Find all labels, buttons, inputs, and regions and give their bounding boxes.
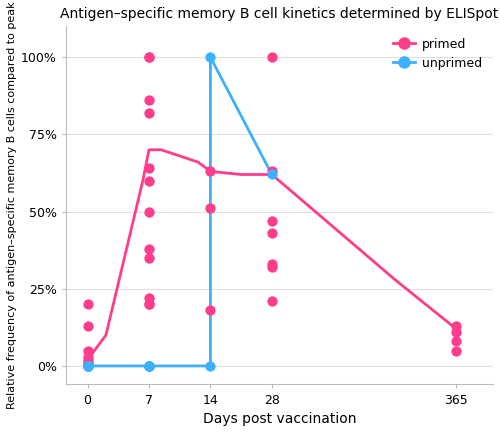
Point [84, 347, 92, 354]
Point [84, 356, 92, 363]
Point [84, 353, 92, 360]
Y-axis label: Relative frequency of antigen–specific memory B cells compared to peak: Relative frequency of antigen–specific m… [7, 2, 17, 409]
Point [84, 362, 92, 369]
Point [84, 362, 92, 369]
X-axis label: Days post vaccination: Days post vaccination [203, 412, 356, 426]
Point [452, 347, 460, 354]
Point [206, 54, 214, 61]
Title: Antigen–specific memory B cell kinetics determined by ELISpot: Antigen–specific memory B cell kinetics … [60, 7, 498, 21]
Point [145, 362, 153, 369]
Point [84, 322, 92, 329]
Point [268, 168, 276, 175]
Point [84, 362, 92, 369]
Point [268, 261, 276, 268]
Point [206, 307, 214, 314]
Point [268, 264, 276, 271]
Point [145, 177, 153, 184]
Point [452, 322, 460, 329]
Point [145, 255, 153, 262]
Point [268, 171, 276, 178]
Point [84, 361, 92, 368]
Point [145, 301, 153, 308]
Point [145, 362, 153, 369]
Point [145, 109, 153, 116]
Point [268, 217, 276, 224]
Point [84, 362, 92, 369]
Point [206, 168, 214, 175]
Point [145, 208, 153, 215]
Point [84, 362, 92, 369]
Point [84, 362, 92, 369]
Legend: primed, unprimed: primed, unprimed [388, 32, 487, 75]
Point [145, 54, 153, 61]
Point [206, 205, 214, 212]
Point [84, 359, 92, 366]
Point [145, 362, 153, 369]
Point [452, 338, 460, 345]
Point [145, 97, 153, 104]
Point [145, 245, 153, 252]
Point [268, 54, 276, 61]
Point [268, 297, 276, 304]
Point [145, 362, 153, 369]
Point [145, 362, 153, 369]
Point [145, 294, 153, 301]
Point [206, 362, 214, 369]
Point [145, 301, 153, 308]
Point [84, 301, 92, 308]
Point [452, 329, 460, 336]
Point [268, 229, 276, 236]
Point [145, 165, 153, 172]
Point [145, 54, 153, 61]
